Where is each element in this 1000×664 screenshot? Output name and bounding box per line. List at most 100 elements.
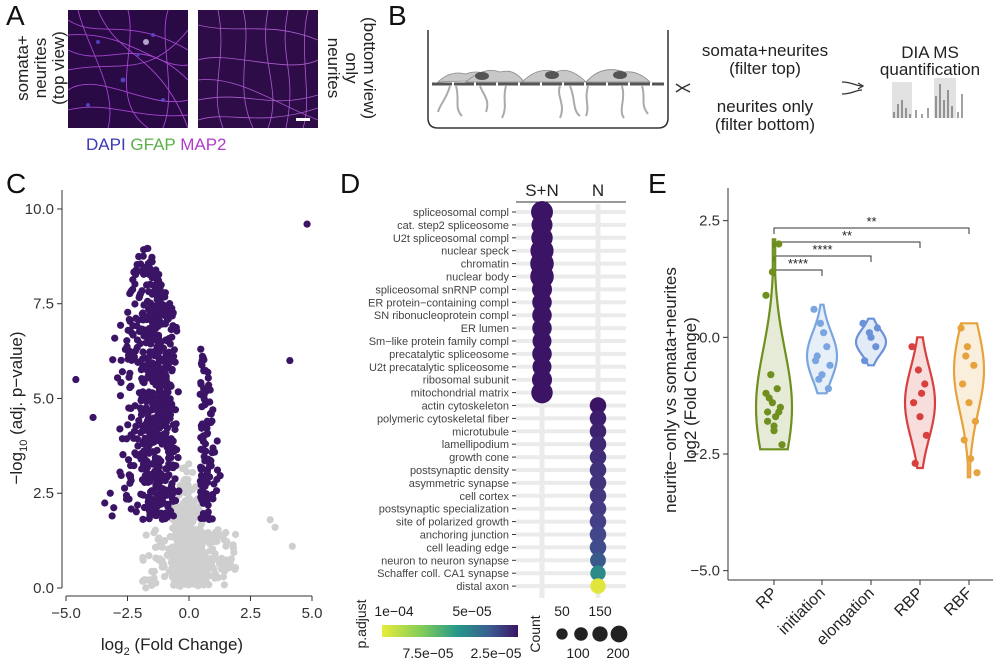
volcano-point-sig [145,263,153,272]
volcano-point-sig [131,347,139,355]
volcano-point-ns [170,581,178,589]
volcano-point-sig [212,487,221,495]
violin-y-label-line-1: neurite−only vs somata+neurites [661,267,680,513]
left-label-line-1: somata+ [13,35,32,101]
volcano-point-sig [126,461,135,470]
volcano-y-tick-label: 2.5 [33,485,54,502]
violin-shape [805,303,839,395]
volcano-point-ns [185,460,193,468]
column-header-sn: S+N [525,181,559,200]
violin-point [973,469,981,477]
volcano-point-sig [134,358,142,366]
violin-point [965,399,973,407]
volcano-point-sig [148,258,156,266]
panel-b-schematic: somata+neurites (filter top) neurites on… [427,30,980,134]
volcano-point-ns [178,576,187,584]
volcano-point-sig [127,505,135,513]
volcano-point-sig [157,389,165,397]
volcano-point-ns [186,512,194,521]
dotplot-term-label: U2t precatalytic spliceosome [369,362,509,374]
violin-point [768,268,776,276]
volcano-point-sig [149,487,157,496]
volcano-point-sig [164,388,172,396]
volcano-point-ns [180,500,188,509]
volcano-point-ns [169,524,177,532]
volcano-point-ns [231,530,240,539]
volcano-point-outlier [286,356,294,365]
dotplot-term-label: spliceosomal compl [413,207,509,219]
volcano-point-sig [163,472,171,480]
volcano-point-sig [116,321,125,329]
volcano-point-sig [157,500,165,508]
volcano-point-sig [144,503,152,511]
volcano-point-sig [127,413,136,421]
violin-point [872,343,880,351]
volcano-point-outlier [271,523,279,531]
p-adjust-label-5e-05: 5e−05 [452,603,492,619]
volcano-point-sig [198,495,206,504]
volcano-x-tick-label: 0.0 [179,605,200,622]
dotplot-dot [590,565,606,581]
volcano-point-sig [116,468,124,476]
dotplot-term-label: site of polarized growth [396,517,509,529]
volcano-y-tick-label: 0.0 [33,580,54,597]
violin-point [810,305,818,313]
violin-category-label: RBP [892,585,927,620]
volcano-y-label: −log10 (adj. p−value) [7,331,30,484]
volcano-point-sig [156,406,164,415]
panel-a: somata+ neurites (top view) [0,0,380,160]
left-label-line-2: neurites [31,38,50,98]
volcano-point-sig [147,311,155,319]
volcano-point-sig [124,351,133,359]
left-label-line-3: (top view) [49,31,68,105]
volcano-point-sig [138,268,146,276]
significance-label: **** [788,256,808,271]
volcano-point-sig [148,372,157,380]
violin-point [764,417,772,425]
column-header-n: N [592,181,604,200]
neurites [437,85,649,119]
violin-category-label: RBF [941,585,976,620]
volcano-point-sig [148,497,157,505]
volcano-point-sig [172,323,180,332]
split-arrow-icon [675,83,684,93]
volcano-point-sig [166,395,174,403]
right-label-line-3: (bottom view) [360,17,378,119]
volcano-point-ns [139,553,147,562]
micrograph-bottom-view-image [198,10,318,128]
volcano-point-sig [206,398,214,406]
stain-dapi: DAPI [86,135,126,154]
dotplot-term-label: microtubule [452,426,509,438]
violin-point [970,361,978,369]
volcano-point-ns [219,573,228,581]
volcano-point-sig [160,377,168,385]
volcano-point-ns [220,581,228,589]
volcano-point-sig [197,465,205,473]
volcano-point-ns [154,535,162,543]
volcano-point-sig [197,514,205,523]
volcano-point-ns [231,565,239,573]
volcano-y-tick-label: 7.5 [33,296,54,313]
volcano-point-sig [117,356,125,364]
dotplot-term-label: distal axon [456,581,509,593]
volcano-x-tick-label: 2.5 [240,605,261,622]
volcano-point-ns [181,482,189,490]
volcano-point-sig [198,356,206,365]
volcano-point-ns [189,543,197,551]
violin-shape [903,336,937,470]
volcano-point-sig [148,389,157,397]
panel-letter-d: D [340,168,361,199]
dotplot-dot [531,381,553,404]
volcano-point-ns [161,537,169,545]
volcano-point-sig [163,513,171,521]
volcano-point-outlier [303,220,311,228]
volcano-point-ns [158,543,167,551]
volcano-point-sig [120,484,129,492]
violin-point [967,455,975,463]
volcano-point-outlier [106,489,114,497]
volcano-point-sig [118,435,127,443]
volcano-point-sig [162,410,170,418]
violin-point [767,371,775,379]
